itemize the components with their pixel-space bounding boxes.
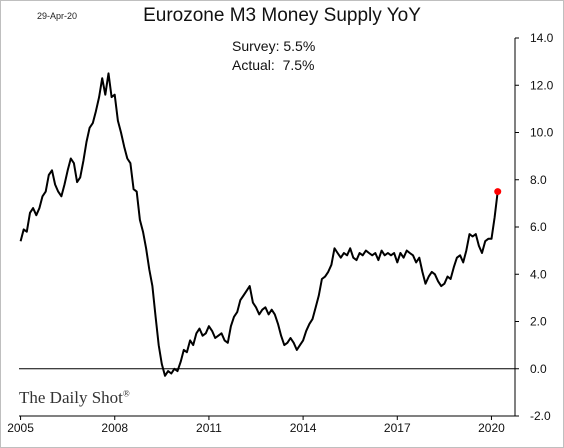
y-tick-label: 8.0	[530, 173, 547, 187]
annotation-box: Survey: 5.5% Actual: 7.5%	[232, 37, 315, 75]
y-tick-label: 4.0	[530, 267, 547, 281]
y-tick-label: 14.0	[530, 31, 554, 45]
y-tick-label: 6.0	[530, 220, 547, 234]
registered-mark: ®	[122, 388, 130, 399]
x-tick-label: 2014	[290, 421, 317, 435]
y-tick-label: 2.0	[530, 315, 547, 329]
x-tick-label: 2020	[478, 421, 505, 435]
x-tick-label: 2008	[101, 421, 128, 435]
y-tick-label: -2.0	[530, 409, 551, 423]
annotation-actual: Actual: 7.5%	[232, 57, 315, 73]
annotation-survey: Survey: 5.5%	[232, 38, 316, 54]
y-tick-label: 12.0	[530, 78, 554, 92]
x-tick-label: 2017	[384, 421, 411, 435]
x-tick-label: 2005	[7, 421, 34, 435]
brand-text: The Daily Shot	[19, 388, 123, 407]
brand-watermark: The Daily Shot®	[19, 388, 130, 408]
x-tick-label: 2011	[196, 421, 222, 435]
y-tick-label: 0.0	[530, 362, 547, 376]
chart-title: Eurozone M3 Money Supply YoY	[143, 5, 421, 26]
date-stamp: 29-Apr-20	[37, 11, 78, 21]
series-line	[19, 72, 499, 377]
y-tick-label: 10.0	[530, 126, 554, 140]
latest-point-marker	[494, 188, 502, 196]
